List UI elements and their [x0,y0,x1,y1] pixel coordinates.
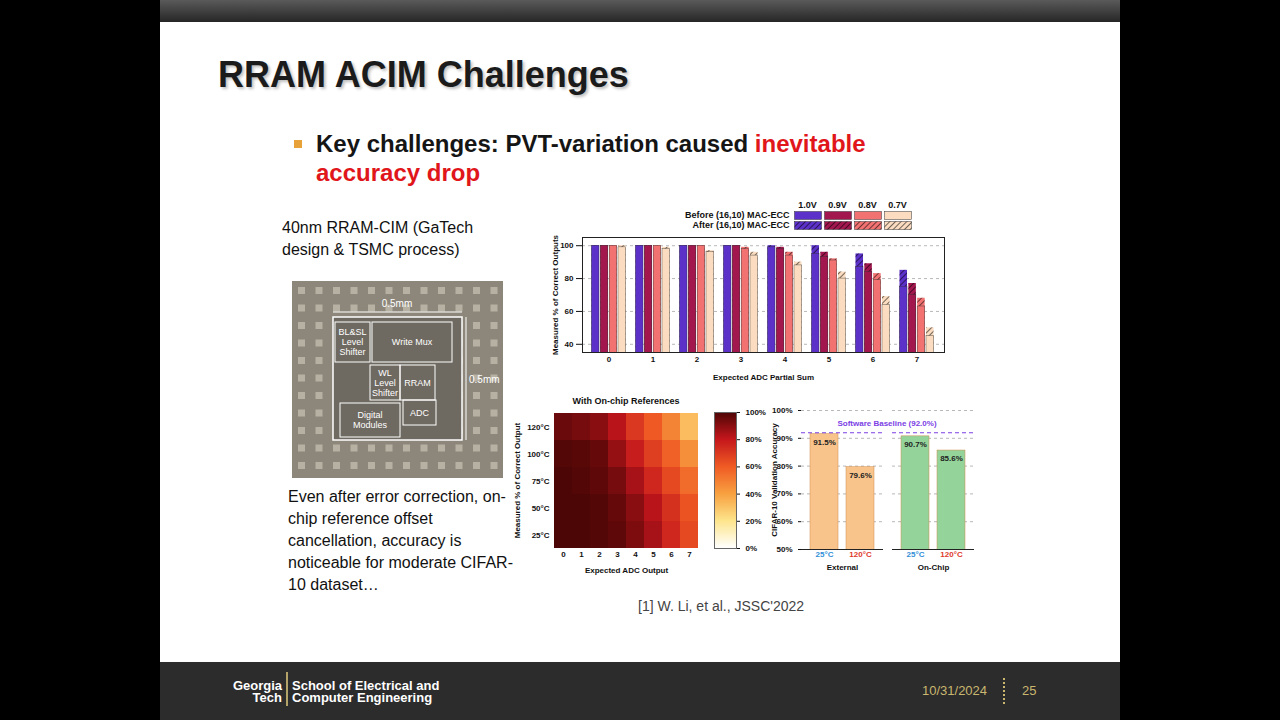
html-text:Before (16,10) MAC-ECC: Before (16,10) MAC-ECC [685,210,790,220]
svg-text:90.7%: 90.7% [904,440,927,449]
svg-text:Measured % of Correct Outputs: Measured % of Correct Outputs [551,234,560,355]
svg-text:90%: 90% [776,433,793,443]
svg-text:100%: 100% [746,408,766,417]
svg-text:60: 60 [565,307,574,316]
html-text:0.7V: 0.7V [888,200,907,210]
svg-text:Expected ADC Output: Expected ADC Output [585,566,669,575]
html-text:School of Electrical and: School of Electrical and [292,678,440,693]
svg-text:CIFAR-10 Validation Accuracy: CIFAR-10 Validation Accuracy [770,423,779,537]
svg-text:40: 40 [565,340,574,349]
svg-text:External: External [827,563,859,572]
svg-text:7: 7 [915,355,920,364]
html-text:RRAM ACIM Challenges: RRAM ACIM Challenges [218,54,629,95]
svg-text:5: 5 [651,550,656,559]
svg-text:40%: 40% [746,490,762,499]
svg-text:0: 0 [607,355,612,364]
svg-text:1: 1 [651,355,656,364]
svg-text:60%: 60% [776,517,793,527]
html-text:[1] W. Li, et al., JSSC'2022: [1] W. Li, et al., JSSC'2022 [638,598,805,614]
svg-text:7: 7 [687,550,692,559]
svg-text:0: 0 [561,550,566,559]
html-text:Tech: Tech [252,690,282,705]
svg-text:120°C: 120°C [849,550,872,559]
svg-text:0.5mm: 0.5mm [382,298,413,309]
html-text:40nm RRAM-CIM (GaTech design &: 40nm RRAM-CIM (GaTech design & TSMC proc… [282,219,474,258]
svg-text:100%: 100% [772,406,792,415]
svg-text:70%: 70% [776,489,793,499]
svg-text:5: 5 [827,355,832,364]
html-text:With On-chip References: With On-chip References [572,396,680,406]
svg-text:100: 100 [560,241,574,250]
svg-text:75°C: 75°C [532,477,550,486]
svg-text:25°C: 25°C [532,531,550,540]
svg-text:6: 6 [669,550,674,559]
html-text:1.0V: 1.0V [798,200,817,210]
svg-text:80%: 80% [776,461,793,471]
svg-text:20%: 20% [746,517,762,526]
html-text:Software Baseline (92.0%): Software Baseline (92.0%) [837,419,937,428]
html-text:After (16,10) MAC-ECC: After (16,10) MAC-ECC [692,220,790,230]
html-text:0.9V: 0.9V [828,200,847,210]
html-text:0.8V: 0.8V [858,200,877,210]
html-text:25: 25 [1022,683,1037,698]
svg-text:100°C: 100°C [527,450,550,459]
svg-text:Measured % of Correct Output: Measured % of Correct Output [513,422,522,538]
svg-text:4: 4 [633,550,638,559]
svg-text:2: 2 [695,355,700,364]
svg-text:80: 80 [565,274,574,283]
svg-text:50%: 50% [776,545,792,554]
html-text:Even after error correction, o: Even after error correction, on-chip ref… [288,488,513,593]
svg-text:91.5%: 91.5% [813,438,836,447]
svg-text:ADC: ADC [410,408,430,418]
svg-text:RRAM: RRAM [404,378,431,388]
svg-text:25°C: 25°C [907,550,925,559]
svg-text:BL&SLLevelShifter: BL&SLLevelShifter [338,327,366,357]
svg-text:2: 2 [597,550,602,559]
svg-text:80%: 80% [746,435,762,444]
svg-text:120°C: 120°C [940,550,963,559]
html-text:10/31/2024: 10/31/2024 [922,683,988,698]
svg-text:DigitalModules: DigitalModules [353,410,388,430]
svg-text:60%: 60% [746,462,762,471]
svg-text:120°C: 120°C [527,423,550,432]
svg-text:6: 6 [871,355,876,364]
html-text:Computer Engineering: Computer Engineering [292,690,433,705]
svg-text:Write Mux: Write Mux [392,337,433,347]
svg-text:0%: 0% [746,544,758,553]
svg-text:On-Chip: On-Chip [918,563,950,572]
svg-text:25°C: 25°C [816,550,834,559]
html-text:Georgia: Georgia [232,678,282,693]
svg-text:50°C: 50°C [532,504,550,513]
svg-text:0.5mm: 0.5mm [469,374,500,385]
svg-text:79.6%: 79.6% [849,471,872,480]
svg-text:1: 1 [579,550,584,559]
svg-text:3: 3 [615,550,620,559]
svg-text:WLLevelShifter: WLLevelShifter [372,368,398,398]
svg-text:3: 3 [739,355,744,364]
svg-text:4: 4 [783,355,788,364]
html-text:Key challenges: PVT-variation: Key challenges: PVT-variation caused ine… [316,130,866,186]
svg-text:Expected ADC Partial Sum: Expected ADC Partial Sum [713,373,814,382]
svg-text:85.6%: 85.6% [940,454,963,463]
